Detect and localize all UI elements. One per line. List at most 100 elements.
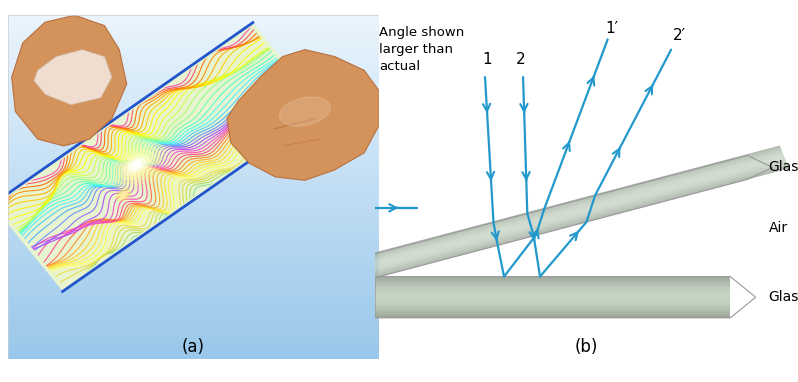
Polygon shape: [363, 159, 785, 272]
Bar: [8, 58, 379, 63]
Bar: [8, 316, 379, 320]
Polygon shape: [364, 163, 787, 275]
Polygon shape: [360, 152, 783, 264]
Bar: [8, 328, 379, 333]
Polygon shape: [362, 159, 785, 271]
Bar: [8, 126, 379, 131]
Bar: [375, 280, 730, 281]
Bar: [375, 292, 730, 293]
Bar: [375, 309, 730, 311]
Bar: [375, 281, 730, 282]
Bar: [8, 144, 379, 149]
Bar: [375, 312, 730, 313]
Polygon shape: [361, 153, 783, 265]
Bar: [8, 156, 379, 162]
Polygon shape: [358, 147, 780, 259]
Text: 1: 1: [482, 52, 492, 67]
Polygon shape: [365, 165, 788, 277]
Bar: [375, 304, 730, 306]
Bar: [8, 45, 379, 50]
Polygon shape: [364, 161, 786, 274]
Bar: [375, 311, 730, 312]
Bar: [8, 49, 379, 54]
Polygon shape: [366, 168, 789, 280]
Bar: [8, 268, 379, 273]
Bar: [8, 53, 379, 58]
Bar: [375, 286, 730, 287]
Bar: [375, 294, 730, 295]
Polygon shape: [364, 162, 787, 274]
Bar: [8, 75, 379, 80]
Bar: [375, 313, 730, 314]
Text: Glass: Glass: [768, 290, 798, 304]
Bar: [375, 289, 730, 290]
Bar: [8, 122, 379, 127]
Bar: [8, 165, 379, 170]
Bar: [8, 96, 379, 101]
Bar: [8, 87, 379, 92]
Bar: [375, 308, 730, 309]
Bar: [8, 298, 379, 303]
Text: Angle shown
larger than
actual: Angle shown larger than actual: [379, 26, 464, 73]
Ellipse shape: [134, 163, 139, 167]
Bar: [8, 92, 379, 97]
Bar: [8, 195, 379, 200]
Bar: [375, 295, 730, 296]
Polygon shape: [365, 166, 788, 278]
Bar: [375, 279, 730, 280]
Bar: [8, 285, 379, 290]
Bar: [8, 109, 379, 114]
Ellipse shape: [56, 58, 86, 76]
Polygon shape: [359, 149, 781, 262]
Bar: [8, 281, 379, 286]
Bar: [375, 314, 730, 316]
Bar: [8, 320, 379, 325]
Bar: [375, 317, 730, 318]
Bar: [8, 255, 379, 260]
Bar: [8, 303, 379, 308]
Bar: [8, 311, 379, 316]
Text: (b): (b): [575, 338, 598, 356]
Ellipse shape: [119, 191, 128, 199]
Bar: [8, 333, 379, 338]
Text: 2: 2: [516, 52, 526, 67]
Bar: [375, 306, 730, 307]
Bar: [8, 217, 379, 222]
Bar: [8, 264, 379, 269]
Bar: [8, 23, 379, 28]
Bar: [8, 36, 379, 41]
Bar: [375, 288, 730, 289]
Polygon shape: [365, 163, 787, 275]
Bar: [8, 350, 379, 355]
Bar: [375, 283, 730, 284]
Polygon shape: [359, 149, 781, 261]
Bar: [8, 230, 379, 235]
Bar: [8, 79, 379, 84]
Bar: [8, 247, 379, 252]
Ellipse shape: [124, 155, 149, 175]
Ellipse shape: [279, 97, 330, 126]
Bar: [375, 307, 730, 308]
Bar: [8, 204, 379, 209]
Polygon shape: [365, 164, 788, 276]
Text: 1′: 1′: [606, 21, 618, 36]
Text: 2′: 2′: [673, 28, 686, 43]
Polygon shape: [360, 151, 782, 263]
Bar: [8, 294, 379, 299]
Bar: [375, 277, 730, 278]
Bar: [8, 19, 379, 24]
Polygon shape: [365, 165, 788, 277]
Bar: [8, 83, 379, 88]
Ellipse shape: [128, 158, 145, 172]
Bar: [8, 161, 379, 166]
Bar: [8, 345, 379, 351]
Polygon shape: [34, 50, 112, 105]
Polygon shape: [363, 160, 786, 272]
Ellipse shape: [120, 193, 126, 197]
Bar: [8, 32, 379, 37]
Ellipse shape: [132, 161, 141, 169]
Bar: [375, 293, 730, 294]
Bar: [375, 299, 730, 301]
Bar: [375, 278, 730, 279]
Bar: [8, 40, 379, 45]
